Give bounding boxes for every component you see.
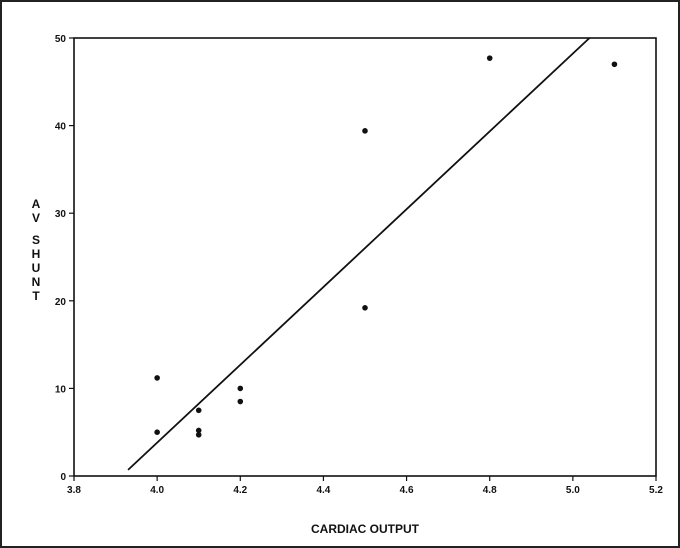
y-tick-label: 30 [55, 209, 67, 220]
y-axis-title-letter: N [32, 275, 41, 289]
x-axis-title: CARDIAC OUTPUT [311, 522, 420, 536]
x-tick-label: 4.4 [316, 485, 330, 496]
y-tick-label: 40 [55, 122, 67, 133]
plot-area [73, 37, 657, 477]
data-point [611, 61, 618, 68]
chart-marks [127, 37, 618, 471]
x-tick-label: 3.8 [67, 485, 81, 496]
data-point [195, 407, 202, 414]
data-point [195, 427, 202, 434]
y-axis-ticks: 0 10 20 30 40 50 [55, 34, 74, 483]
y-axis-title-letter: A [32, 197, 41, 211]
data-point [237, 385, 244, 392]
data-point [237, 398, 244, 405]
y-axis-title-letter: V [32, 211, 40, 225]
x-tick-label: 4.6 [400, 485, 414, 496]
y-axis-title-letter: S [32, 233, 40, 247]
data-point [362, 128, 368, 134]
fit-line [127, 37, 591, 471]
x-tick-label: 5.0 [566, 485, 580, 496]
data-point [195, 432, 202, 438]
y-axis-title-letter: U [32, 261, 41, 275]
data-point [154, 429, 160, 436]
y-tick-label: 10 [55, 384, 67, 395]
x-tick-label: 4.8 [483, 485, 497, 496]
x-tick-label: 4.2 [233, 485, 247, 496]
x-tick-label: 5.2 [649, 485, 663, 496]
x-tick-label: 4.0 [150, 485, 164, 496]
data-point [154, 375, 160, 381]
y-tick-label: 20 [55, 297, 67, 308]
data-point [362, 305, 368, 311]
y-tick-label: 0 [60, 472, 66, 483]
data-point [486, 55, 493, 61]
y-axis-title-letter: T [32, 289, 40, 303]
y-axis-title-letter: H [32, 247, 41, 261]
y-tick-label: 50 [55, 34, 67, 45]
x-axis-ticks: 3.8 4.0 4.2 4.4 4.6 4.8 5.0 5.2 [67, 476, 663, 496]
